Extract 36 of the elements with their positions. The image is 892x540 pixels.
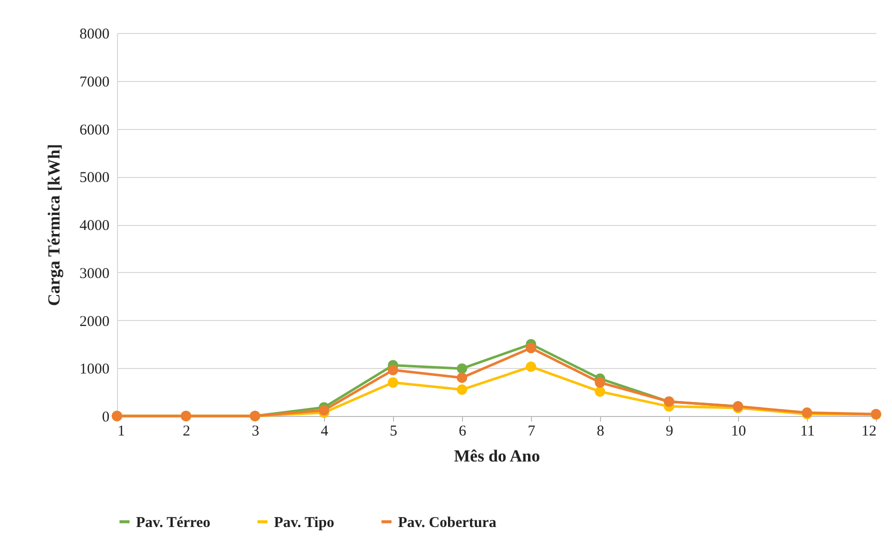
x-tick-label: 3 — [252, 424, 260, 440]
point — [456, 384, 468, 395]
x-tick-label: 8 — [596, 424, 604, 440]
point — [594, 386, 606, 397]
point — [594, 377, 606, 388]
point — [318, 405, 330, 416]
y-tick-label: 7000 — [80, 74, 110, 90]
legend-label: Pav. Térreo — [136, 514, 210, 531]
x-tick-label: 9 — [666, 424, 674, 440]
point — [456, 372, 468, 383]
x-tick-label: 12 — [862, 424, 876, 440]
point — [388, 364, 398, 376]
x-tick-label: 5 — [390, 424, 398, 440]
y-tick-label: 1000 — [80, 362, 110, 378]
y-tick-label: 6000 — [80, 122, 110, 138]
y-tick-label: 2000 — [80, 314, 110, 330]
y-tick-label: 3000 — [80, 266, 110, 282]
point — [526, 361, 536, 372]
x-tick-label: 10 — [731, 424, 746, 440]
y-tick-label: 0 — [102, 410, 110, 426]
x-tick-label: 2 — [182, 424, 190, 440]
y-tick-label: 4000 — [80, 218, 110, 234]
x-tick-label: 11 — [800, 424, 815, 440]
point — [526, 342, 536, 354]
x-tick-label: 1 — [118, 424, 125, 440]
y-tick-label: 5000 — [80, 170, 110, 186]
x-tick-label: 4 — [320, 424, 329, 440]
point — [456, 363, 468, 374]
y-tick-label: 8000 — [80, 26, 110, 42]
y-axis-title: Carga Térmica [kWh] — [44, 144, 64, 306]
legend-label: Pav. Cobertura — [398, 514, 497, 531]
x-tick-label: 6 — [458, 424, 467, 440]
legend-label: Pav. Tipo — [274, 514, 334, 531]
point — [388, 377, 398, 388]
x-tick-label: 7 — [528, 424, 536, 440]
x-axis-title: Mês do Ano — [454, 446, 540, 466]
